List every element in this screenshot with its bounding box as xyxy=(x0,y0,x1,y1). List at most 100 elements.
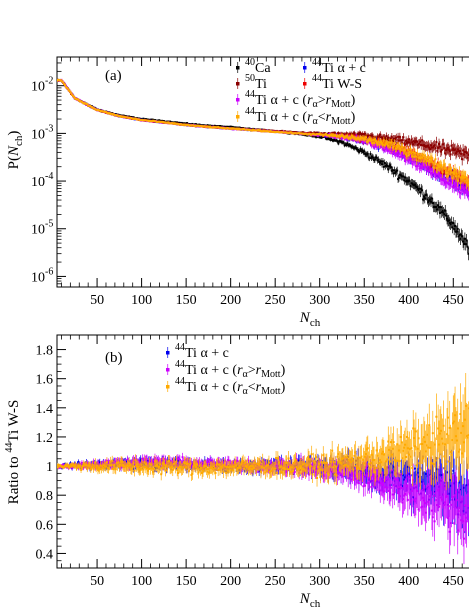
data-point xyxy=(358,149,361,152)
data-point xyxy=(466,245,469,248)
data-point xyxy=(433,163,436,166)
data-point xyxy=(361,149,364,152)
data-point xyxy=(369,153,372,156)
data-point xyxy=(177,459,180,462)
data-point xyxy=(403,156,406,159)
data-point xyxy=(340,137,343,140)
data-point xyxy=(378,143,381,146)
data-point xyxy=(438,143,441,146)
data-point xyxy=(329,138,332,141)
data-point xyxy=(454,182,457,185)
data-point xyxy=(459,149,462,152)
data-point xyxy=(384,164,387,167)
data-point xyxy=(410,138,413,141)
data-point xyxy=(437,172,440,175)
data-point xyxy=(72,95,75,98)
data-point xyxy=(450,179,453,182)
y-tick-label: 1.6 xyxy=(36,373,54,388)
data-point xyxy=(380,140,383,143)
data-point xyxy=(345,143,348,146)
data-point xyxy=(366,152,369,155)
data-point xyxy=(321,133,324,136)
data-point xyxy=(440,165,443,168)
data-point xyxy=(379,133,382,136)
data-point xyxy=(369,138,372,141)
data-point xyxy=(456,179,459,182)
data-point xyxy=(462,187,465,190)
data-point xyxy=(398,155,401,158)
data-point xyxy=(385,135,388,138)
data-point xyxy=(394,171,397,174)
data-point xyxy=(386,149,389,152)
data-point xyxy=(432,166,435,169)
data-point xyxy=(400,155,403,158)
data-point xyxy=(331,134,334,137)
data-point xyxy=(356,139,359,142)
data-point xyxy=(386,138,389,141)
data-point xyxy=(420,187,423,190)
data-point xyxy=(427,201,430,204)
data-point xyxy=(334,134,337,137)
data-point xyxy=(423,154,426,157)
data-point xyxy=(446,148,449,151)
data-point xyxy=(449,168,452,171)
data-point xyxy=(412,143,415,146)
panel-a: 50 100 150 200 250 300 350 400 450 10-6 10-5 10-4 10… xyxy=(6,56,469,329)
data-point xyxy=(457,235,460,238)
data-point xyxy=(406,141,409,144)
data-point xyxy=(436,149,439,152)
data-point xyxy=(377,158,380,161)
data-point xyxy=(456,148,459,151)
data-point xyxy=(356,136,359,139)
data-point xyxy=(447,219,450,222)
data-point xyxy=(381,142,384,145)
data-point xyxy=(69,91,72,94)
data-point xyxy=(409,148,412,151)
data-point xyxy=(422,195,425,198)
data-point xyxy=(399,174,402,177)
data-point xyxy=(359,132,362,135)
data-point xyxy=(439,170,442,173)
x-tick-label: 150 xyxy=(176,293,197,308)
data-point xyxy=(457,182,460,185)
data-point xyxy=(416,152,419,155)
y-tick-label: 1.8 xyxy=(36,344,54,359)
data-point xyxy=(373,138,376,141)
data-point xyxy=(430,144,433,147)
plot-frame xyxy=(56,56,469,288)
data-point xyxy=(332,131,335,134)
data-point xyxy=(383,161,386,164)
data-point xyxy=(454,168,457,171)
data-point xyxy=(383,136,386,139)
data-point xyxy=(419,191,422,194)
data-point xyxy=(328,133,331,136)
panel-label-a: (a) xyxy=(105,68,122,84)
data-point xyxy=(328,136,331,139)
data-point xyxy=(443,169,446,172)
data-point xyxy=(450,171,453,174)
data-point xyxy=(462,242,465,245)
data-point xyxy=(426,165,429,168)
data-point xyxy=(290,461,293,464)
data-point xyxy=(405,157,408,160)
data-point xyxy=(428,199,431,202)
data-point xyxy=(437,204,440,207)
data-point xyxy=(309,131,312,134)
x-tick-label: 400 xyxy=(398,293,419,308)
data-point xyxy=(439,150,442,153)
data-point xyxy=(466,156,469,159)
data-point xyxy=(454,175,457,178)
data-point xyxy=(390,135,393,138)
data-point xyxy=(453,228,456,231)
data-point xyxy=(108,112,111,115)
data-point xyxy=(372,138,375,141)
data-point xyxy=(379,161,382,164)
data-point xyxy=(450,221,453,224)
data-point xyxy=(421,156,424,159)
data-point xyxy=(410,158,413,161)
data-point xyxy=(444,167,447,170)
data-point xyxy=(71,93,74,96)
data-point xyxy=(464,176,467,179)
legend-a-item-label: 44Ti α + c xyxy=(312,57,366,76)
